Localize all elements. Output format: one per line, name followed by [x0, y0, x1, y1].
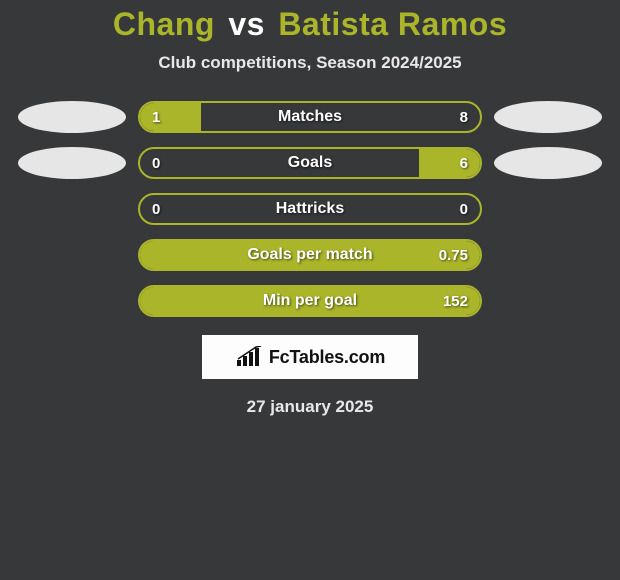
- vs-label: vs: [228, 6, 265, 42]
- card-date: 27 january 2025: [0, 397, 620, 417]
- stat-metric-label: Hattricks: [140, 195, 480, 223]
- stat-right-value: 0: [460, 195, 468, 223]
- player1-name: Chang: [113, 6, 215, 42]
- player1-badge: [18, 147, 126, 179]
- stat-row: 0 0Hattricks: [0, 193, 620, 225]
- bar-fill-right: [419, 149, 480, 177]
- source-logo[interactable]: FcTables.com: [202, 335, 418, 379]
- bars-icon: [235, 346, 263, 368]
- stat-row: 152Min per goal: [0, 285, 620, 317]
- stat-left-value: 0: [152, 195, 160, 223]
- bar-fill-right: [140, 241, 480, 269]
- player2-badge: [494, 147, 602, 179]
- comparison-card: Chang vs Batista Ramos Club competitions…: [0, 0, 620, 417]
- player2-name: Batista Ramos: [278, 6, 507, 42]
- stat-bar: 152Min per goal: [138, 285, 482, 317]
- card-subtitle: Club competitions, Season 2024/2025: [0, 53, 620, 73]
- stat-left-value: 0: [152, 149, 160, 177]
- bar-fill-left: [140, 103, 201, 131]
- bar-fill-right: [140, 287, 480, 315]
- stat-right-value: 8: [460, 103, 468, 131]
- stat-row: 18Matches: [0, 101, 620, 133]
- stat-row: 06Goals: [0, 147, 620, 179]
- player2-badge: [494, 101, 602, 133]
- stat-bar: 0.75Goals per match: [138, 239, 482, 271]
- stat-bar: 18Matches: [138, 101, 482, 133]
- stat-rows: 18Matches06Goals00Hattricks0.75Goals per…: [0, 101, 620, 317]
- stat-bar: 06Goals: [138, 147, 482, 179]
- player1-badge: [18, 101, 126, 133]
- stat-bar: 0 0Hattricks: [138, 193, 482, 225]
- source-logo-text: FcTables.com: [269, 347, 385, 368]
- card-title: Chang vs Batista Ramos: [0, 6, 620, 43]
- stat-row: 0.75Goals per match: [0, 239, 620, 271]
